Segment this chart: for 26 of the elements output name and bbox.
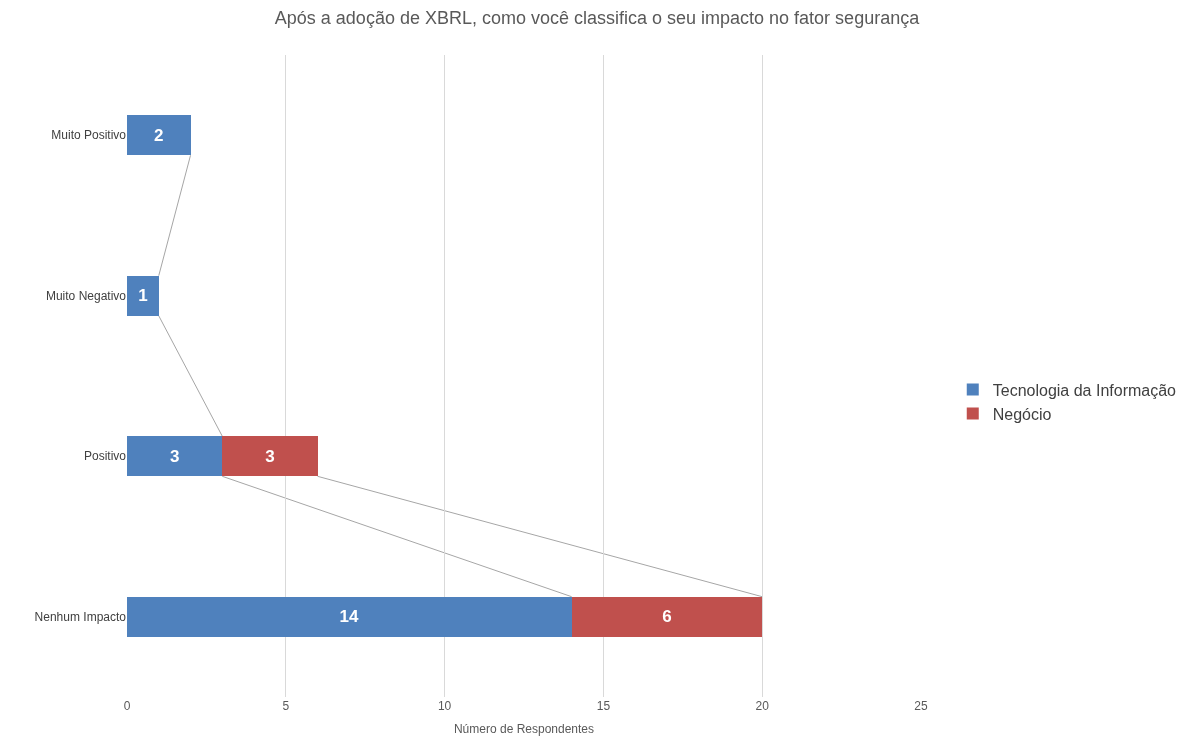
data-label: 6 [662, 607, 672, 627]
bar [127, 115, 191, 156]
x-tick-label: 5 [282, 699, 290, 713]
y-tick-label: Positivo [83, 449, 127, 464]
legend-label: Tecnologia da Informação [992, 381, 1177, 399]
x-tick-label: 15 [596, 699, 611, 713]
y-tick-label: Muito Negativo [45, 288, 127, 303]
data-label: 2 [154, 125, 164, 145]
y-tick-label: Nenhum Impacto [34, 609, 127, 624]
bar [127, 436, 223, 477]
bar [127, 275, 159, 316]
x-tick-label: 25 [914, 699, 928, 713]
bar [222, 436, 318, 477]
bar [571, 596, 763, 637]
data-label: 14 [339, 607, 360, 627]
data-label: 3 [169, 446, 180, 466]
x-tick-label: 0 [123, 699, 131, 713]
x-tick-label: 20 [755, 699, 770, 713]
data-label: 1 [138, 286, 148, 306]
bar [127, 596, 572, 637]
x-tick-label: 10 [437, 699, 452, 713]
data-label: 3 [265, 446, 275, 466]
y-tick-label: Muito Positivo [51, 128, 127, 143]
x-axis-title: Número de Respondentes [453, 721, 595, 736]
chart-title: Após a adoção de XBRL, como você classifica o seu impacto no fator segurança [274, 7, 921, 28]
legend-label: Negócio [992, 405, 1052, 423]
